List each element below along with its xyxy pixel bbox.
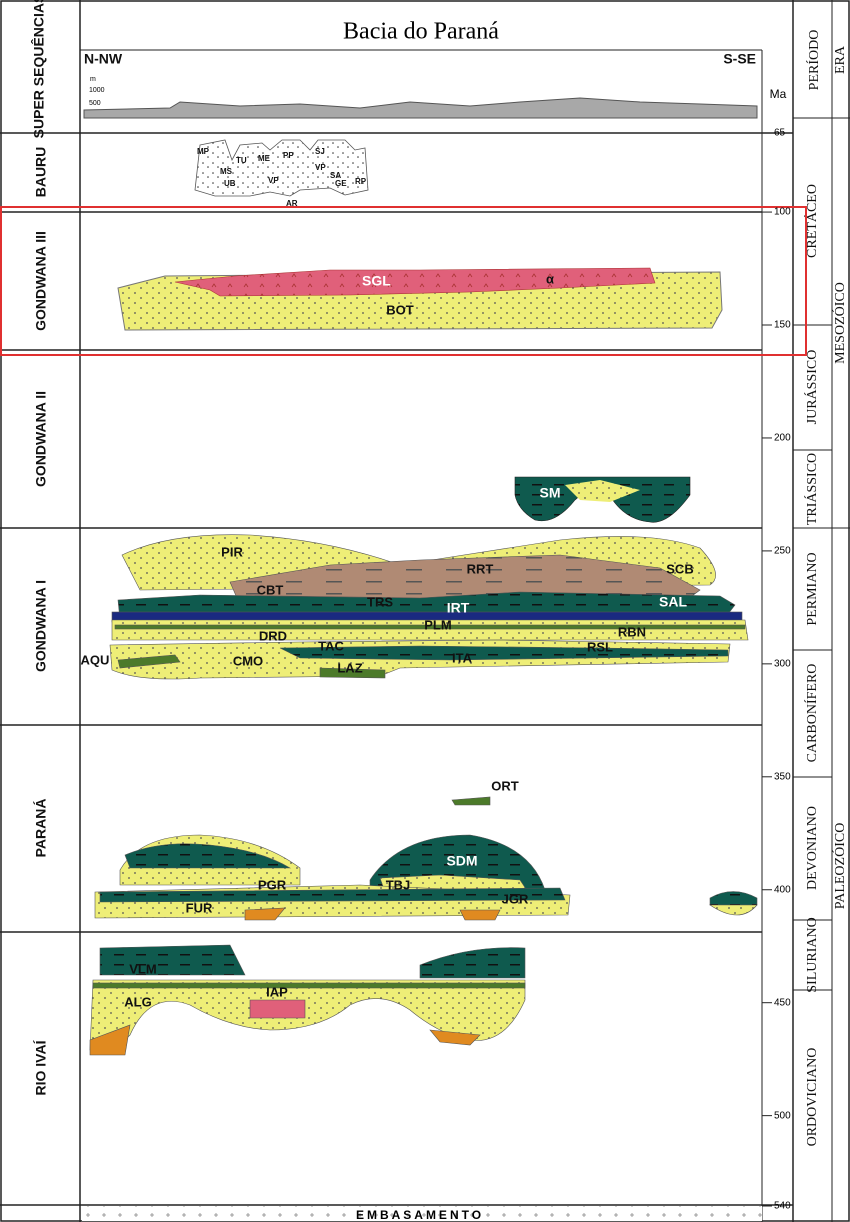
tick-label: 100	[774, 207, 791, 218]
formation: RSL	[587, 639, 613, 654]
formation: MS	[220, 167, 233, 176]
supersequence: PARANÁ	[33, 799, 49, 858]
period: SILURIANO	[805, 917, 820, 992]
period: ORDOVICIANO	[805, 1048, 820, 1147]
tick-label: 300	[774, 658, 791, 669]
period: DEVONIANO	[805, 806, 820, 890]
tick-label: 540	[774, 1201, 791, 1212]
supersequence-heading: SUPER SEQUÊNCIAS	[30, 0, 47, 138]
formation: AR	[286, 199, 298, 208]
formation: TRS	[367, 594, 393, 609]
tick-label: 150	[774, 320, 791, 331]
tick-label: 350	[774, 771, 791, 782]
direction-right: S-SE	[723, 51, 756, 67]
formation: RRT	[467, 561, 494, 576]
basement-label: EMBASAMENTO	[356, 1208, 484, 1222]
elevation-tick: 500	[89, 100, 101, 107]
formation: ITA	[452, 650, 473, 665]
formation: SM	[540, 485, 561, 501]
formation: BOT	[386, 302, 414, 317]
formation: ALG	[124, 994, 151, 1009]
period: PERMIANO	[805, 552, 820, 625]
supersequence: BAURU	[33, 147, 49, 198]
period: CRETÁCEO	[803, 184, 820, 258]
formation: VLM	[129, 961, 156, 976]
elevation-unit: m	[90, 76, 96, 83]
formation: SA	[330, 171, 341, 180]
formation: TU	[236, 156, 247, 165]
formation: JGR	[502, 891, 529, 906]
formation: VP	[268, 176, 279, 185]
formation: α	[546, 271, 554, 286]
rio-ivai-units	[89, 944, 526, 1056]
formation: RP	[355, 177, 367, 186]
tick-label: 250	[774, 546, 791, 557]
gondwana-i-units	[109, 534, 749, 680]
supersequence: GONDWANA II	[33, 391, 49, 487]
supersequence: RIO IVAÍ	[33, 1039, 49, 1095]
formation: SGL	[362, 273, 391, 289]
formation: FUR	[186, 900, 213, 915]
tick-label: 400	[774, 884, 791, 895]
formation: MP	[197, 147, 210, 156]
highlight-box	[0, 206, 807, 356]
formation: CBT	[257, 582, 284, 597]
formation: PGR	[258, 877, 287, 892]
time-axis-label: Ma	[770, 87, 787, 101]
tick-label: 500	[774, 1110, 791, 1121]
time-axis: 65 100 150 200 250 300 350 400 450 500 540	[762, 128, 791, 1212]
era-heading: ERA	[833, 45, 848, 74]
formation: ME	[258, 154, 271, 163]
formation: PLM	[424, 617, 451, 632]
supersequence: GONDWANA I	[33, 580, 49, 672]
supersequence: GONDWANA III	[33, 231, 49, 331]
formation: CMO	[233, 653, 263, 668]
formation: UB	[224, 179, 236, 188]
formation: SAL	[659, 594, 687, 610]
era: PALEOZÓICO	[831, 823, 848, 910]
formation: IRT	[447, 600, 470, 616]
period: CARBONÍFERO	[803, 664, 820, 763]
tick-label: 65	[774, 128, 786, 139]
period-heading: PERÍODO	[805, 30, 822, 91]
formation: PIR	[221, 544, 243, 559]
formation: AQU	[81, 652, 110, 667]
formation: SCB	[666, 561, 693, 576]
basement	[82, 1206, 762, 1221]
formation: IAP	[266, 984, 288, 999]
formation: ORT	[491, 778, 519, 793]
direction-left: N-NW	[84, 51, 123, 67]
parana-units	[94, 796, 758, 921]
formation: GE	[335, 179, 347, 188]
formation: DRD	[259, 628, 287, 643]
formation: SJ	[315, 147, 325, 156]
tick-label: 200	[774, 433, 791, 444]
topography	[83, 97, 758, 119]
formation: TBJ	[386, 877, 411, 892]
formation: RBN	[618, 624, 646, 639]
sgl-unit	[174, 267, 656, 297]
sm-sand	[565, 480, 640, 502]
tick-label: 450	[774, 997, 791, 1008]
formation: SDM	[446, 853, 477, 869]
formation: LAZ	[337, 660, 362, 675]
era: MESOZÓICO	[831, 282, 848, 364]
formation: PP	[283, 151, 294, 160]
bauru-deposits	[194, 139, 369, 197]
elevation-tick: 1000	[89, 87, 105, 94]
formation: VP	[315, 163, 326, 172]
period: JURÁSSICO	[803, 350, 820, 425]
formation: TAC	[318, 638, 344, 653]
period: TRIÁSSICO	[803, 453, 820, 525]
title: Bacia do Paraná	[343, 19, 499, 45]
